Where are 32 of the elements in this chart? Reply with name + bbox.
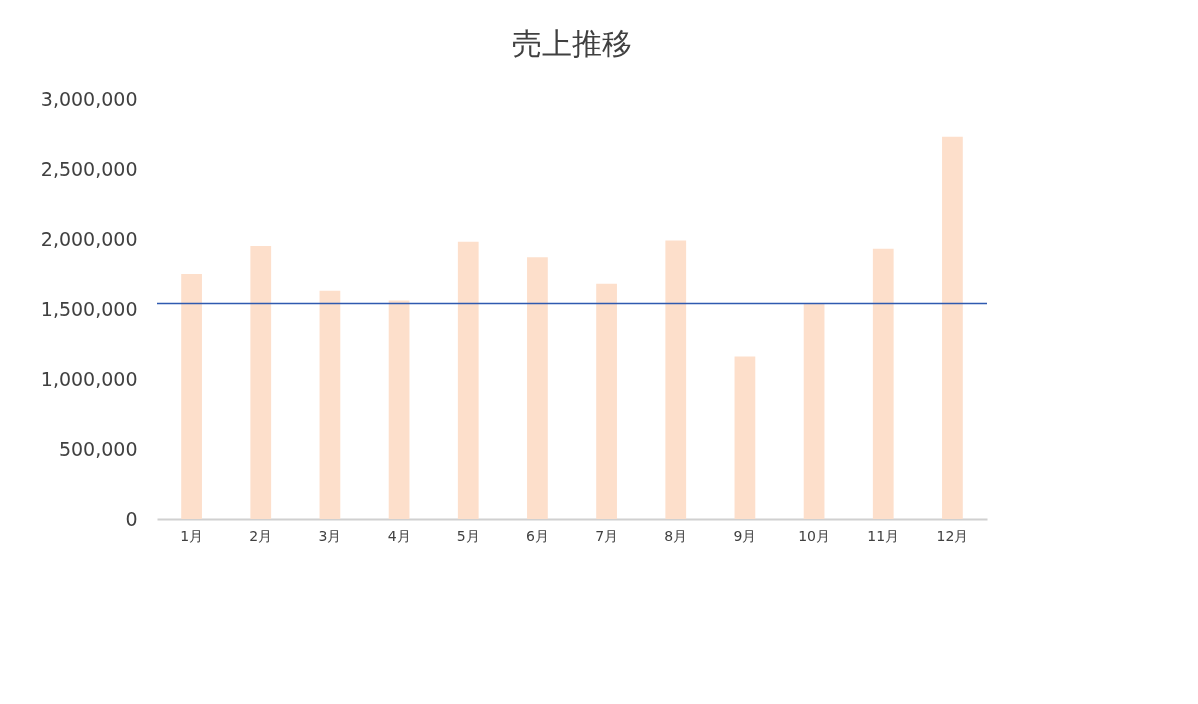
bar — [803, 303, 825, 519]
x-tick-label: 1月 — [180, 527, 204, 544]
bar — [319, 290, 341, 519]
bar — [181, 274, 202, 519]
chart-title: 売上推移 — [512, 26, 632, 61]
bar — [250, 246, 272, 519]
y-tick-label: 2,000,000 — [40, 227, 138, 250]
bar — [665, 240, 687, 519]
x-tick-label: 5月 — [456, 527, 480, 544]
bar — [527, 257, 548, 519]
bar — [596, 283, 617, 519]
y-tick-label: 1,500,000 — [40, 297, 138, 320]
x-tick-label: 7月 — [595, 527, 619, 544]
x-tick-label: 9月 — [733, 527, 757, 544]
y-tick-label: 0 — [125, 507, 138, 530]
y-tick-label: 500,000 — [58, 437, 138, 460]
x-tick-label: 8月 — [664, 527, 688, 544]
x-tick-label: 12月 — [936, 527, 969, 544]
bar — [734, 356, 756, 519]
y-tick-label: 3,000,000 — [40, 87, 138, 110]
bar — [388, 300, 410, 519]
bar — [872, 248, 894, 519]
y-tick-label: 2,500,000 — [40, 157, 138, 180]
x-tick-label: 11月 — [867, 527, 900, 544]
x-tick-label: 10月 — [798, 527, 830, 544]
x-tick-label: 2月 — [249, 527, 273, 544]
x-tick-label: 3月 — [318, 527, 342, 544]
x-tick-label: 6月 — [525, 527, 549, 544]
y-tick-label: 1,000,000 — [40, 367, 138, 390]
bar — [942, 136, 963, 519]
bar — [457, 241, 479, 519]
x-tick-label: 4月 — [387, 527, 411, 544]
